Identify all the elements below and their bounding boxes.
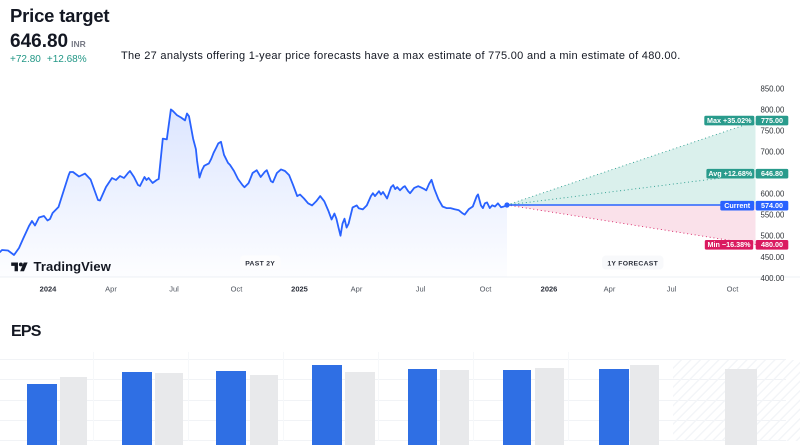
svg-text:2025: 2025: [291, 285, 308, 294]
svg-text:2024: 2024: [40, 285, 58, 294]
svg-text:Avg +12.68%: Avg +12.68%: [708, 169, 752, 178]
svg-text:574.00: 574.00: [761, 201, 783, 210]
svg-text:Min −16.38%: Min −16.38%: [708, 240, 752, 249]
svg-text:700.00: 700.00: [761, 148, 786, 157]
svg-text:Apr: Apr: [604, 285, 616, 294]
svg-text:646.80: 646.80: [761, 169, 783, 178]
svg-text:750.00: 750.00: [761, 126, 786, 135]
svg-text:2026: 2026: [541, 285, 558, 294]
svg-text:Oct: Oct: [231, 285, 244, 294]
svg-text:TradingView: TradingView: [34, 259, 112, 274]
svg-text:550.00: 550.00: [761, 211, 786, 220]
svg-text:PAST 2Y: PAST 2Y: [245, 260, 275, 267]
svg-text:500.00: 500.00: [761, 232, 786, 241]
svg-text:400.00: 400.00: [761, 274, 786, 283]
svg-text:775.00: 775.00: [761, 116, 783, 125]
svg-text:Apr: Apr: [105, 285, 117, 294]
svg-text:850.00: 850.00: [761, 85, 786, 94]
svg-text:800.00: 800.00: [761, 106, 786, 115]
svg-text:Max +35.02%: Max +35.02%: [707, 116, 752, 125]
svg-text:600.00: 600.00: [761, 189, 786, 198]
svg-text:Jul: Jul: [667, 285, 677, 294]
svg-text:Oct: Oct: [480, 285, 493, 294]
svg-text:Current: Current: [724, 201, 751, 210]
svg-text:Apr: Apr: [351, 285, 363, 294]
svg-text:450.00: 450.00: [761, 253, 786, 262]
svg-text:480.00: 480.00: [761, 240, 783, 249]
svg-text:Jul: Jul: [169, 285, 179, 294]
svg-text:Jul: Jul: [416, 285, 426, 294]
svg-text:1Y FORECAST: 1Y FORECAST: [607, 260, 658, 267]
svg-text:Oct: Oct: [727, 285, 740, 294]
